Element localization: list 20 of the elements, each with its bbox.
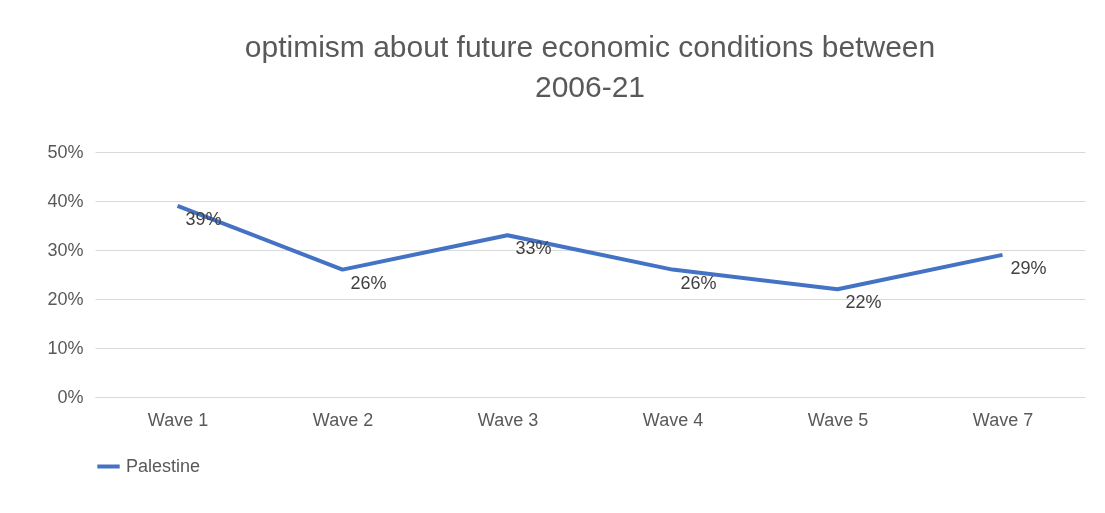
x-tick-label: Wave 3 xyxy=(477,409,539,430)
line-series xyxy=(175,203,1005,292)
chart-title: optimism about future economic conditions between 2006-21 xyxy=(244,30,936,103)
data-label: 29% xyxy=(1010,257,1047,278)
x-tick-label: Wave 7 xyxy=(972,409,1034,430)
y-tick-label: 40% xyxy=(47,190,84,211)
data-label: 26% xyxy=(350,272,387,293)
data-label: 22% xyxy=(845,292,882,313)
y-tick-label: 20% xyxy=(47,288,84,309)
x-tick-label: Wave 2 xyxy=(312,409,374,430)
y-tick-label: 50% xyxy=(47,141,84,162)
y-tick-label: 10% xyxy=(47,337,84,358)
y-tick-label: 30% xyxy=(47,239,84,260)
data-label: 26% xyxy=(680,272,717,293)
x-tick-label: Wave 5 xyxy=(807,409,869,430)
x-tick-label: Wave 1 xyxy=(147,409,209,430)
data-label: 33% xyxy=(515,238,552,259)
x-tick-label: Wave 4 xyxy=(642,409,704,430)
legend-label: Palestine xyxy=(126,455,201,476)
y-tick-label: 0% xyxy=(57,386,84,407)
